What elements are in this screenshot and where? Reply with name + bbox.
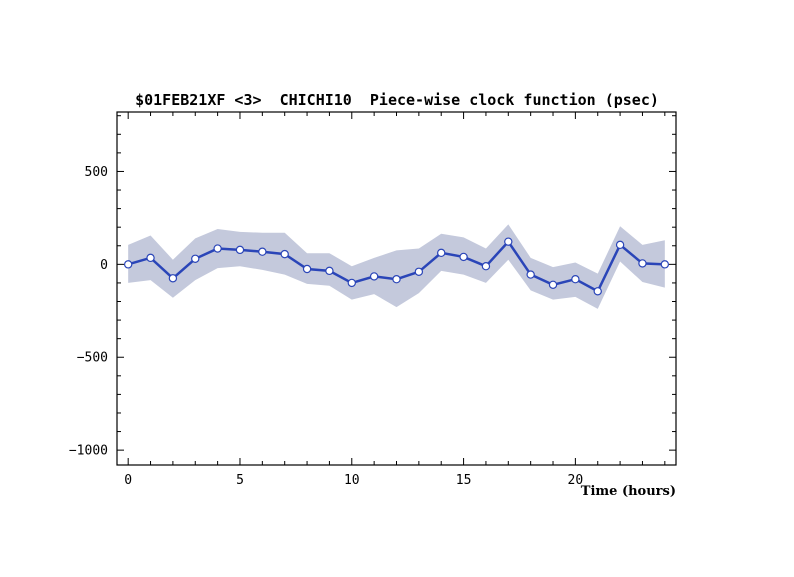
x-tick-label: 0	[124, 473, 132, 488]
data-point	[481, 262, 491, 271]
x-tick-label: 10	[344, 473, 360, 488]
data-point	[526, 270, 535, 279]
data-point	[615, 240, 625, 250]
data-point	[392, 275, 401, 284]
data-point	[369, 272, 379, 281]
chart-title: $01FEB21XF <3> CHICHI10 Piece-wise clock…	[135, 91, 659, 109]
data-point	[437, 248, 446, 258]
x-tick-label: 5	[236, 473, 244, 488]
data-point	[571, 275, 580, 284]
data-point	[325, 266, 334, 276]
data-point	[258, 247, 267, 256]
data-point	[213, 244, 222, 253]
data-point	[593, 287, 602, 296]
data-point	[459, 252, 468, 262]
x-tick-label: 15	[456, 473, 472, 488]
y-tick-label: 500	[85, 165, 108, 180]
data-point	[123, 260, 133, 269]
y-tick-label: −500	[77, 351, 108, 366]
data-point	[638, 259, 647, 268]
data-point	[504, 237, 513, 246]
x-tick-label: 20	[568, 473, 584, 488]
data-point	[168, 274, 178, 283]
y-tick-label: 0	[100, 258, 108, 273]
x-axis-label: Time (hours)	[581, 484, 676, 499]
data-point	[302, 264, 312, 274]
data-point	[347, 278, 356, 288]
data-point	[548, 280, 558, 289]
data-point	[280, 249, 289, 259]
data-point	[660, 260, 670, 269]
data-point	[235, 245, 245, 255]
data-point	[191, 254, 200, 263]
data-point	[414, 267, 424, 276]
data-point	[146, 253, 155, 263]
uncertainty-band	[128, 224, 665, 309]
y-tick-label: −1000	[69, 444, 108, 459]
